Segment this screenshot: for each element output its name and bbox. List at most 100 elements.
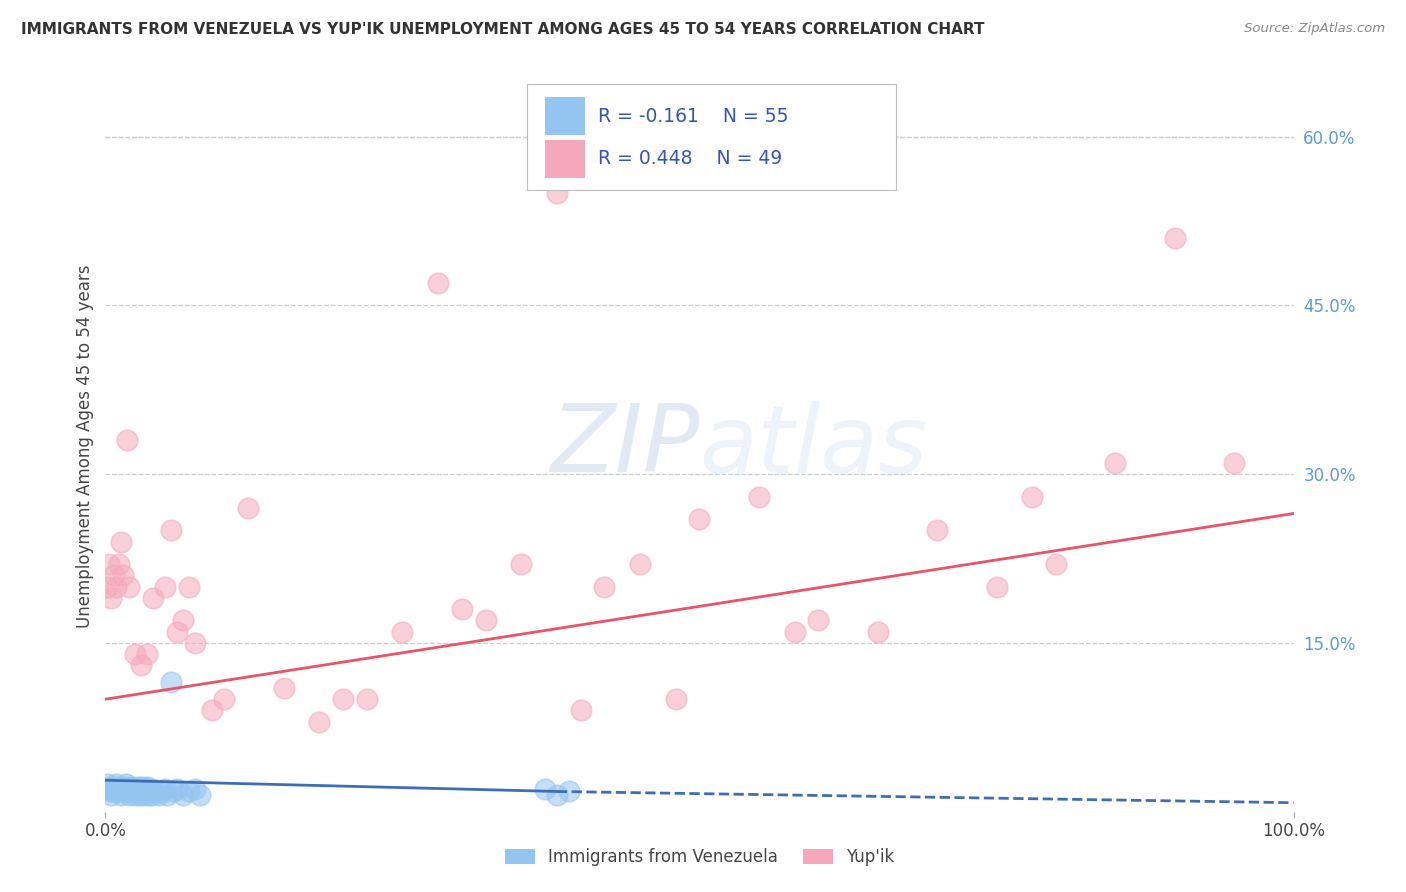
- Point: [593, 580, 616, 594]
- Point: [391, 624, 413, 639]
- Point: [153, 580, 176, 594]
- Point: [141, 788, 163, 802]
- Point: [1045, 557, 1067, 571]
- Point: [183, 636, 205, 650]
- Point: [125, 784, 148, 798]
- Point: [100, 788, 122, 802]
- Text: IMMIGRANTS FROM VENEZUELA VS YUP'IK UNEMPLOYMENT AMONG AGES 45 TO 54 YEARS CORRE: IMMIGRANTS FROM VENEZUELA VS YUP'IK UNEM…: [21, 22, 984, 37]
- Point: [163, 784, 186, 798]
- FancyBboxPatch shape: [546, 139, 585, 178]
- Point: [172, 788, 194, 802]
- Point: [1104, 456, 1126, 470]
- Point: [142, 591, 165, 605]
- Point: [136, 647, 159, 661]
- Point: [177, 784, 200, 798]
- Point: [96, 580, 118, 594]
- Point: [143, 784, 166, 798]
- Point: [142, 782, 165, 797]
- Point: [96, 776, 118, 790]
- Point: [166, 624, 188, 639]
- Legend: Immigrants from Venezuela, Yup'ik: Immigrants from Venezuela, Yup'ik: [498, 841, 901, 873]
- Point: [98, 784, 121, 798]
- Point: [236, 500, 259, 515]
- Point: [129, 784, 152, 798]
- Point: [190, 788, 212, 802]
- Point: [628, 557, 651, 571]
- Point: [120, 782, 142, 797]
- Y-axis label: Unemployment Among Ages 45 to 54 years: Unemployment Among Ages 45 to 54 years: [76, 264, 94, 628]
- Point: [177, 580, 200, 594]
- Point: [97, 782, 120, 797]
- Point: [152, 784, 174, 798]
- Text: Source: ZipAtlas.com: Source: ZipAtlas.com: [1244, 22, 1385, 36]
- Point: [134, 782, 156, 797]
- Point: [105, 580, 128, 594]
- Text: atlas: atlas: [700, 401, 928, 491]
- FancyBboxPatch shape: [527, 84, 896, 190]
- Point: [101, 782, 124, 797]
- Point: [783, 624, 806, 639]
- Point: [131, 780, 153, 794]
- Point: [108, 782, 131, 797]
- Point: [689, 512, 711, 526]
- Point: [118, 788, 141, 802]
- Point: [138, 782, 160, 797]
- Point: [110, 534, 132, 549]
- Point: [135, 784, 157, 798]
- Point: [546, 186, 568, 200]
- Point: [136, 788, 159, 802]
- Point: [121, 784, 143, 798]
- Point: [139, 784, 162, 798]
- Point: [156, 788, 179, 802]
- Point: [986, 580, 1008, 594]
- Point: [105, 780, 128, 794]
- Point: [159, 675, 181, 690]
- Point: [450, 602, 472, 616]
- Point: [132, 788, 155, 802]
- Point: [153, 782, 176, 797]
- Point: [128, 788, 150, 802]
- Point: [124, 647, 146, 661]
- Point: [118, 580, 141, 594]
- FancyBboxPatch shape: [546, 97, 585, 136]
- Point: [98, 557, 121, 571]
- Point: [183, 782, 205, 797]
- Point: [214, 692, 236, 706]
- Point: [115, 780, 138, 794]
- Point: [1021, 490, 1043, 504]
- Point: [356, 692, 378, 706]
- Point: [866, 624, 889, 639]
- Point: [159, 524, 181, 538]
- Point: [112, 784, 135, 798]
- Point: [129, 658, 152, 673]
- Point: [748, 490, 770, 504]
- Point: [427, 276, 450, 290]
- Point: [114, 782, 136, 797]
- Point: [124, 782, 146, 797]
- Point: [546, 788, 568, 802]
- Point: [115, 434, 138, 448]
- Point: [110, 788, 132, 802]
- Point: [112, 568, 135, 582]
- Text: R = -0.161    N = 55: R = -0.161 N = 55: [599, 107, 789, 126]
- Point: [114, 776, 136, 790]
- Point: [569, 703, 592, 717]
- Point: [117, 784, 139, 798]
- Point: [136, 780, 159, 794]
- Point: [332, 692, 354, 706]
- Point: [127, 780, 149, 794]
- Point: [925, 524, 948, 538]
- Point: [105, 776, 128, 790]
- Point: [558, 784, 581, 798]
- Text: ZIP: ZIP: [550, 401, 700, 491]
- Text: R = 0.448    N = 49: R = 0.448 N = 49: [599, 149, 783, 168]
- Point: [122, 788, 145, 802]
- Point: [510, 557, 533, 571]
- Point: [103, 568, 125, 582]
- Point: [474, 614, 496, 628]
- Point: [104, 784, 127, 798]
- Point: [111, 780, 134, 794]
- Point: [148, 788, 170, 802]
- Point: [201, 703, 224, 717]
- Point: [103, 780, 125, 794]
